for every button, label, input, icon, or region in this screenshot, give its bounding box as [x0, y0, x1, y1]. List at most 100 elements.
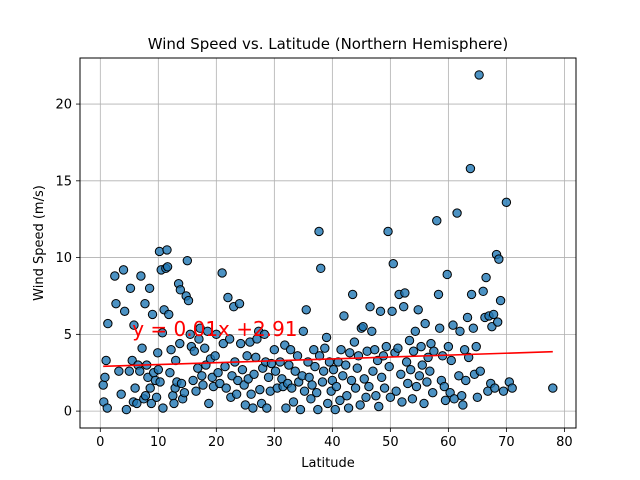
data-point	[419, 398, 429, 409]
data-point	[388, 259, 398, 269]
data-point	[251, 352, 261, 363]
data-point	[221, 383, 231, 393]
data-point	[130, 383, 140, 393]
data-point	[176, 378, 187, 389]
data-point	[461, 375, 471, 386]
data-point	[275, 357, 285, 367]
data-point	[197, 371, 207, 381]
data-point	[164, 309, 174, 320]
data-point	[132, 398, 142, 409]
data-point	[140, 298, 150, 309]
x-tick-label: 80	[556, 435, 573, 450]
data-point	[501, 197, 512, 208]
data-point	[367, 326, 377, 336]
data-point	[343, 403, 354, 413]
data-point	[155, 377, 165, 387]
data-point	[457, 391, 467, 401]
data-point	[494, 254, 504, 264]
data-point	[166, 345, 176, 355]
data-point	[183, 295, 194, 306]
data-point	[306, 394, 316, 404]
data-point	[446, 355, 456, 366]
data-point	[335, 395, 345, 406]
y-tick-label: 0	[64, 405, 72, 420]
data-point	[381, 341, 392, 352]
data-point	[162, 262, 173, 272]
data-point	[153, 364, 164, 375]
data-point	[368, 366, 378, 376]
data-point	[429, 346, 439, 356]
data-point	[422, 377, 432, 387]
data-point	[336, 345, 346, 355]
data-point	[204, 398, 214, 409]
data-point	[462, 312, 473, 323]
data-point	[198, 380, 208, 390]
data-point	[182, 255, 193, 266]
data-point	[248, 403, 258, 413]
data-point	[383, 226, 393, 237]
data-point	[432, 216, 442, 226]
data-point	[259, 329, 270, 340]
data-point	[478, 286, 488, 297]
data-point	[165, 368, 175, 378]
regression-line	[103, 350, 553, 368]
data-point	[442, 269, 452, 280]
data-point	[420, 318, 430, 329]
data-point	[404, 335, 415, 346]
y-axis-label: Wind Speed (m/s)	[32, 185, 47, 301]
data-point	[364, 381, 374, 392]
data-point	[211, 329, 222, 340]
data-point	[310, 361, 320, 372]
data-point	[270, 366, 281, 376]
chart-title: Wind Speed vs. Latitude (Northern Hemisp…	[148, 35, 508, 53]
data-point	[408, 346, 419, 356]
data-point	[169, 398, 179, 409]
data-point	[339, 311, 349, 321]
data-point	[548, 383, 558, 393]
data-point	[281, 403, 291, 413]
data-point	[399, 302, 409, 312]
data-point	[439, 381, 450, 392]
data-point	[425, 366, 435, 376]
data-point	[217, 268, 227, 278]
data-point	[101, 355, 111, 366]
data-point	[263, 372, 274, 383]
data-point	[307, 380, 317, 390]
x-tick-label: 10	[150, 435, 167, 450]
data-point	[233, 375, 243, 386]
data-point	[110, 271, 120, 281]
data-point	[472, 392, 483, 402]
y-tick-label: 10	[55, 251, 72, 266]
data-point	[140, 391, 151, 401]
data-point	[361, 392, 371, 402]
data-point	[355, 400, 365, 410]
x-tick-label: 60	[440, 435, 457, 450]
data-point	[375, 306, 386, 317]
plot-area	[79, 57, 577, 429]
data-point	[426, 338, 436, 349]
data-point	[320, 343, 330, 353]
x-tick-label: 20	[208, 435, 225, 450]
data-point	[359, 374, 369, 384]
data-point	[185, 329, 195, 340]
data-point	[111, 298, 121, 309]
data-point	[474, 70, 484, 80]
data-point	[316, 263, 326, 274]
data-point	[191, 386, 201, 396]
data-point	[234, 298, 245, 309]
data-point	[468, 323, 479, 333]
data-point	[345, 348, 355, 358]
data-point	[475, 366, 485, 376]
data-point	[200, 343, 210, 353]
data-point	[188, 375, 198, 386]
data-point	[124, 366, 135, 376]
data-point	[309, 345, 319, 355]
data-point	[481, 272, 491, 283]
data-point	[116, 389, 126, 399]
data-point	[249, 369, 259, 379]
data-point	[458, 400, 468, 410]
data-point	[175, 338, 185, 349]
data-point	[313, 404, 323, 415]
data-point	[189, 346, 199, 356]
